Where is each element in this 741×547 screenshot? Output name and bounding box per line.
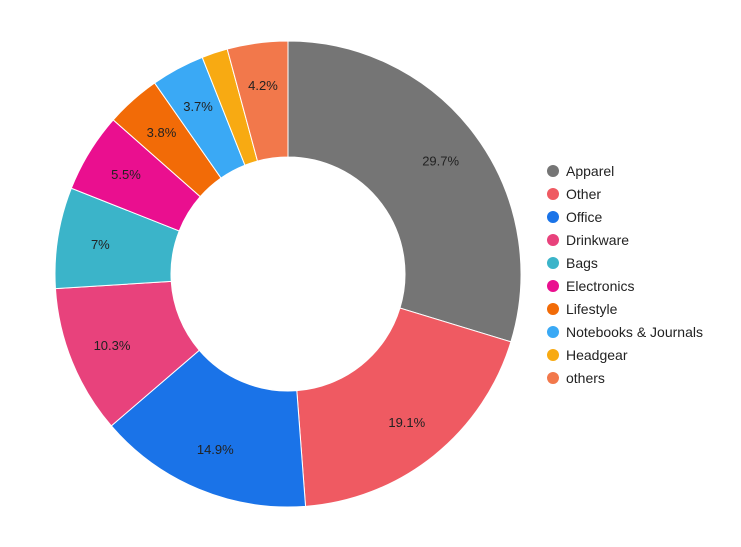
legend-label-electronics: Electronics — [566, 278, 634, 294]
slice-others — [226, 40, 289, 162]
legend-swatch-apparel — [547, 165, 559, 177]
slice-label-notebooks-journals: 3.7% — [183, 99, 213, 114]
donut-slices — [54, 40, 522, 508]
legend-swatch-drinkware — [547, 234, 559, 246]
slice-label-drinkware: 10.3% — [94, 338, 131, 353]
legend-swatch-office — [547, 211, 559, 223]
slice-label-other: 19.1% — [388, 415, 425, 430]
legend-label-others: others — [566, 370, 605, 386]
slice-office — [110, 349, 307, 508]
legend-label-other: Other — [566, 186, 601, 202]
legend-label-apparel: Apparel — [566, 163, 614, 179]
legend-swatch-bags — [547, 257, 559, 269]
slice-other — [296, 307, 512, 507]
legend-label-bags: Bags — [566, 255, 598, 271]
chart-legend: Apparel Other Office Drinkware Bags Electroni… — [547, 163, 703, 386]
legend-swatch-electronics — [547, 280, 559, 292]
legend-swatch-other — [547, 188, 559, 200]
legend-label-office: Office — [566, 209, 603, 225]
legend-swatch-notebooks-journals — [547, 326, 559, 338]
slice-label-others: 4.2% — [248, 78, 278, 93]
slice-label-apparel: 29.7% — [422, 153, 459, 168]
slice-labels: 29.7% 19.1% 14.9% 10.3% 7% 5.5% 3.8% 3.7% 4.2% — [91, 78, 460, 457]
legend-label-lifestyle: Lifestyle — [566, 301, 618, 317]
legend-swatch-headgear — [547, 349, 559, 361]
legend-label-notebooks-journals: Notebooks & Journals — [566, 324, 703, 340]
legend-label-drinkware: Drinkware — [566, 232, 629, 248]
legend-swatch-others — [547, 372, 559, 384]
slice-label-electronics: 5.5% — [111, 167, 141, 182]
legend-label-headgear: Headgear — [566, 347, 628, 363]
legend-swatch-lifestyle — [547, 303, 559, 315]
slice-label-office: 14.9% — [197, 442, 234, 457]
slice-label-bags: 7% — [91, 237, 110, 252]
slice-label-lifestyle: 3.8% — [147, 125, 177, 140]
slice-apparel — [287, 40, 522, 343]
